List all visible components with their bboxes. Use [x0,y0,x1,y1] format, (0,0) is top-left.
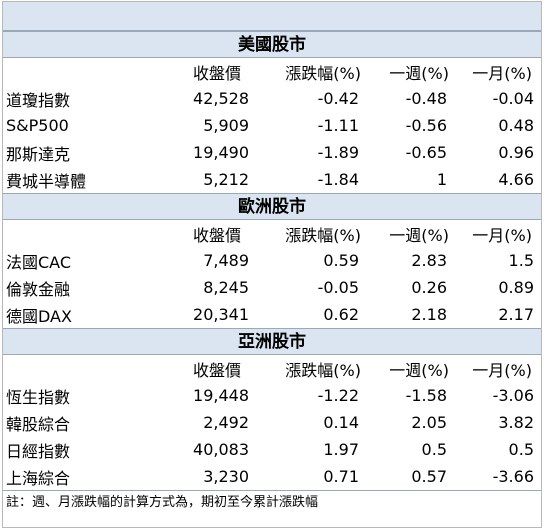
column-header: 一週(%) [389,360,449,380]
value-cell: -1.11 [317,116,359,135]
value-cell: 2.18 [411,305,447,324]
value-cell: 5,909 [203,116,249,135]
table-row: 日經指數 40,083 1.97 0.5 0.5 [3,436,541,463]
column-header-row: 收盤價 漲跌幅(%) 一週(%) 一月(%) [3,220,541,247]
index-name-cell: 恆生指數 [6,387,71,407]
value-cell: 42,528 [193,89,249,108]
column-header: 漲跌幅(%) [285,63,361,83]
index-name-cell: 道瓊指數 [6,90,71,110]
table-row: 德國DAX 20,341 0.62 2.18 2.17 [3,301,541,328]
index-name-cell: 韓股綜合 [6,414,71,434]
column-header: 一週(%) [389,63,449,83]
value-cell: 2.83 [411,251,447,270]
value-cell: 3.82 [498,413,534,432]
table-row: 法國CAC 7,489 0.59 2.83 1.5 [3,247,541,274]
table-row: 那斯達克 19,490 -1.89 -0.65 0.96 [3,139,541,166]
index-name-cell: 上海綜合 [6,468,71,488]
column-header: 一月(%) [472,225,532,245]
table-row: 道瓊指數 42,528 -0.42 -0.48 -0.04 [3,85,541,112]
value-cell: 40,083 [193,440,249,459]
table-row: 費城半導體 5,212 -1.84 1 4.66 [3,166,541,193]
column-header-row: 收盤價 漲跌幅(%) 一週(%) 一月(%) [3,355,541,382]
index-name-cell: 那斯達克 [6,144,71,164]
value-cell: -3.06 [492,386,534,405]
value-cell: 2.05 [411,413,447,432]
value-cell: 0.26 [411,278,447,297]
index-name-cell: 日經指數 [6,441,71,461]
value-cell: 0.5 [421,440,447,459]
value-cell: 0.89 [498,278,534,297]
table-row: 上海綜合 3,230 0.71 0.57 -3.66 [3,463,541,490]
value-cell: 5,212 [203,170,249,189]
value-cell: -3.66 [492,467,534,486]
section-title: 亞洲股市 [3,328,541,355]
column-header: 一月(%) [472,360,532,380]
value-cell: 1 [436,170,447,189]
index-name-cell: 法國CAC [6,252,72,272]
value-cell: 19,448 [193,386,249,405]
value-cell: -0.04 [492,89,534,108]
value-cell: 0.71 [323,467,359,486]
value-cell: 1.97 [323,440,359,459]
value-cell: 1.5 [508,251,534,270]
value-cell: -1.89 [317,143,359,162]
value-cell: 0.5 [508,440,534,459]
value-cell: 20,341 [193,305,249,324]
column-header: 收盤價 [192,225,241,245]
table-row: 倫敦金融 8,245 -0.05 0.26 0.89 [3,274,541,301]
value-cell: -0.05 [317,278,359,297]
value-cell: -1.84 [317,170,359,189]
column-header-row: 收盤價 漲跌幅(%) 一週(%) 一月(%) [3,58,541,85]
footnote: 註：週、月漲跌幅的計算方式為，期初至今累計漲跌幅 [3,490,541,515]
value-cell: -1.22 [317,386,359,405]
column-header: 收盤價 [192,63,241,83]
section-title: 美國股市 [3,31,541,58]
index-name-cell: 費城半導體 [6,171,87,191]
value-cell: 2.17 [498,305,534,324]
value-cell: 2,492 [203,413,249,432]
column-header: 一週(%) [389,225,449,245]
value-cell: 0.62 [323,305,359,324]
value-cell: -0.65 [405,143,447,162]
column-header: 漲跌幅(%) [285,360,361,380]
table-row: 恆生指數 19,448 -1.22 -1.58 -3.06 [3,382,541,409]
value-cell: -0.42 [317,89,359,108]
value-cell: 3,230 [203,467,249,486]
index-name-cell: 德國DAX [6,306,72,326]
value-cell: 8,245 [203,278,249,297]
value-cell: 7,489 [203,251,249,270]
index-name-cell: S&P500 [6,116,69,135]
value-cell: 19,490 [193,143,249,162]
value-cell: 0.57 [411,467,447,486]
value-cell: -0.48 [405,89,447,108]
value-cell: 0.14 [323,413,359,432]
value-cell: -0.56 [405,116,447,135]
table-row: S&P500 5,909 -1.11 -0.56 0.48 [3,112,541,139]
sections-container: 美國股市 收盤價 漲跌幅(%) 一週(%) 一月(%) 道瓊指數 42,528 -0.42 -0… [3,31,541,490]
value-cell: 0.96 [498,143,534,162]
value-cell: 0.48 [498,116,534,135]
table-row: 韓股綜合 2,492 0.14 2.05 3.82 [3,409,541,436]
section-title: 歐洲股市 [3,193,541,220]
column-header: 漲跌幅(%) [285,225,361,245]
value-cell: 4.66 [498,170,534,189]
index-name-cell: 倫敦金融 [6,279,71,299]
column-header: 收盤價 [192,360,241,380]
top-band [3,2,541,31]
value-cell: -1.58 [405,386,447,405]
column-header: 一月(%) [472,63,532,83]
value-cell: 0.59 [323,251,359,270]
